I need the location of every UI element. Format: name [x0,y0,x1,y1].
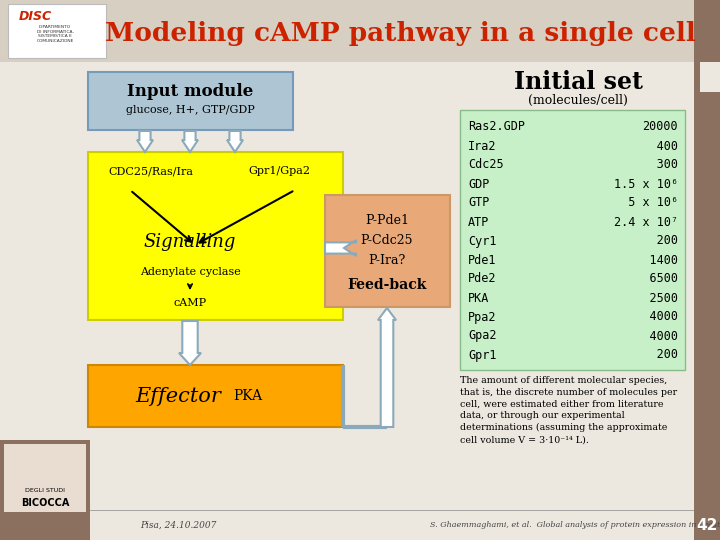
Bar [0,440,90,540]
Text: Ras2.GDP: Ras2.GDP [468,120,525,133]
Text: Effector: Effector [135,387,221,406]
Text: Pde2: Pde2 [468,273,497,286]
Bar [700,62,720,92]
Bar [0,0,720,62]
Text: 1400: 1400 [621,253,678,267]
Text: DEGLI STUDI: DEGLI STUDI [25,488,65,492]
Bar [88,365,343,427]
Text: Ppa2: Ppa2 [468,310,497,323]
Text: PKA: PKA [233,389,263,403]
Text: DIPARTIMENTO
DI INFORMATICA,
SISTEMISTICA E
COMUNICAZIONE: DIPARTIMENTO DI INFORMATICA, SISTEMISTIC… [36,25,73,43]
Text: Signalling: Signalling [144,233,236,251]
Bar [88,152,343,320]
Polygon shape [378,308,396,427]
Text: 300: 300 [621,159,678,172]
Text: 5 x 10⁶: 5 x 10⁶ [614,197,678,210]
Text: Feed-back: Feed-back [347,278,427,292]
Bar [325,195,450,307]
Polygon shape [227,131,243,152]
Text: Initial set: Initial set [513,70,642,94]
Text: 2500: 2500 [621,292,678,305]
Text: Cyr1: Cyr1 [468,234,497,247]
Text: 2.4 x 10⁷: 2.4 x 10⁷ [614,215,678,228]
Bar [8,4,106,58]
Text: 1.5 x 10⁶: 1.5 x 10⁶ [614,178,678,191]
Text: Gpr1/Gpa2: Gpr1/Gpa2 [248,166,310,176]
Text: 20000: 20000 [642,120,678,133]
Text: Input module: Input module [127,83,253,99]
Text: glucose, H+, GTP/GDP: glucose, H+, GTP/GDP [125,105,254,115]
Text: CDC25/Ras/Ira: CDC25/Ras/Ira [108,166,193,176]
Text: Modeling cAMP pathway in a single cell: Modeling cAMP pathway in a single cell [104,21,696,45]
Text: Ira2: Ira2 [468,139,497,152]
Text: Pisa, 24.10.2007: Pisa, 24.10.2007 [140,521,217,530]
Text: GDP: GDP [468,178,490,191]
Text: Cdc25: Cdc25 [468,159,503,172]
Text: P-Cdc25: P-Cdc25 [361,233,413,246]
Text: cAMP: cAMP [174,298,207,308]
Text: 200: 200 [621,348,678,361]
Bar [90,510,694,540]
Text: Gpr1: Gpr1 [468,348,497,361]
Text: (molecules/cell): (molecules/cell) [528,93,628,106]
Text: The amount of different molecular species,
that is, the discrete number of molec: The amount of different molecular specie… [460,376,677,444]
Text: S. Ghaemmaghami, et al.  Global analysis of protein expression in yeast, Nature,: S. Ghaemmaghami, et al. Global analysis … [430,521,720,529]
Bar [694,510,720,540]
Polygon shape [325,240,356,256]
Text: Gpa2: Gpa2 [468,329,497,342]
Text: 200: 200 [621,234,678,247]
Text: BICOCCA: BICOCCA [21,498,69,508]
Text: 42: 42 [696,517,718,532]
Text: 4000: 4000 [621,310,678,323]
Text: 400: 400 [621,139,678,152]
Bar [460,110,685,370]
Text: PKA: PKA [468,292,490,305]
Text: GTP: GTP [468,197,490,210]
Polygon shape [179,321,201,365]
Bar [4,444,86,512]
Text: ATP: ATP [468,215,490,228]
Polygon shape [137,131,153,152]
Text: Pde1: Pde1 [468,253,497,267]
Bar [88,72,293,130]
Polygon shape [182,131,198,152]
Text: P-Pde1: P-Pde1 [365,213,409,226]
Text: DISC: DISC [19,10,52,23]
Bar [694,0,720,540]
Text: P-Ira?: P-Ira? [369,253,405,267]
Text: Adenylate cyclase: Adenylate cyclase [140,267,240,277]
Text: 6500: 6500 [621,273,678,286]
Text: 4000: 4000 [621,329,678,342]
